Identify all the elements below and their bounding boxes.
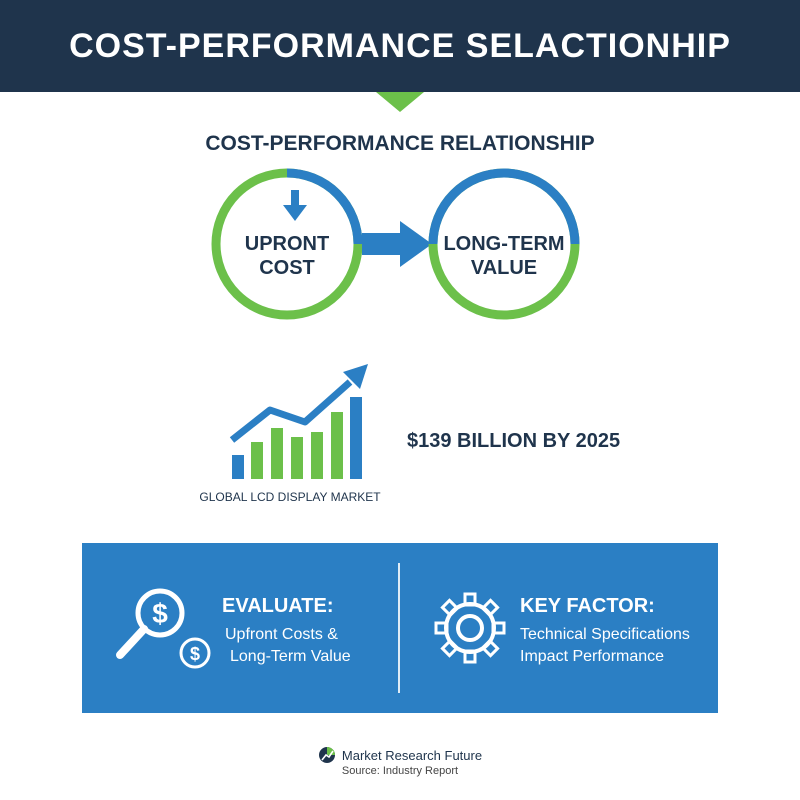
brand-logo-icon: [318, 747, 335, 763]
upfront-cost-ring-arc: [286, 168, 363, 245]
long-term-value-label: LONG-TERM VALUE: [443, 233, 565, 279]
evaluate-heading: EVALUATE:: [222, 595, 334, 617]
header-pointer: [376, 92, 424, 112]
growth-chart-icon: [229, 364, 368, 479]
svg-text:$: $: [190, 644, 200, 664]
svg-text:$: $: [152, 598, 168, 629]
upfront-cost-label: UPRONT COST: [244, 233, 330, 279]
evaluate-line-2: Long-Term Value: [230, 648, 351, 665]
market-caption: GLOBAL LCD DISPLAY MARKET: [199, 490, 381, 504]
dollar-coin-icon: $: [179, 637, 211, 669]
panel-divider: [398, 563, 400, 693]
down-arrow-icon: [283, 190, 307, 221]
market-stat: $139 BILLION BY 2025: [407, 430, 621, 452]
brand-name: Market Research Future: [341, 747, 483, 763]
magnifier-dollar-icon: $: [116, 588, 185, 659]
header-title: COST-PERFORMANCE SELACTIONHIP: [69, 26, 731, 65]
footer-brand: Market Research Future: [0, 746, 800, 764]
section-title: COST-PERFORMANCE RELATIONSHIP: [205, 132, 595, 155]
key-factor-line-1: Technical Specifications: [520, 626, 690, 643]
gear-icon: [434, 592, 506, 664]
info-panel: $ $ EVALUATE: Upfront Costs & Long-Term …: [82, 543, 718, 713]
key-factor-line-2: Impact Performance: [520, 648, 665, 665]
header-banner: COST-PERFORMANCE SELACTIONHIP: [0, 0, 800, 92]
source-note: Source: Industry Report: [341, 765, 459, 777]
key-factor-heading: KEY FACTOR:: [520, 595, 655, 617]
right-arrow-icon: [362, 221, 432, 267]
long-term-value-ring-arc: [428, 168, 580, 245]
evaluate-line-1: Upfront Costs &: [225, 626, 338, 643]
